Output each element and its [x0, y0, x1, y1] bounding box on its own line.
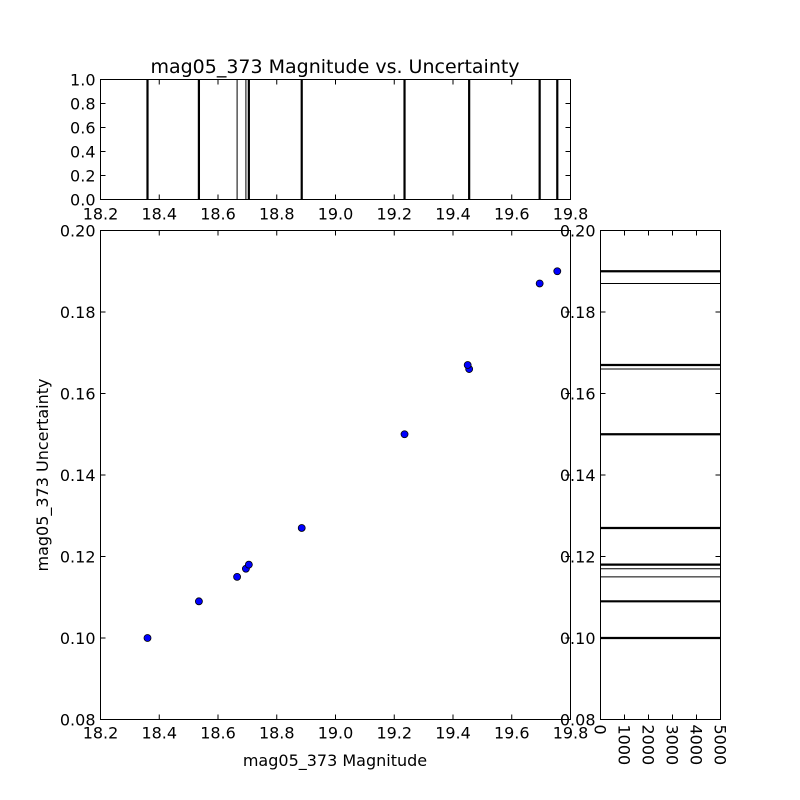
- top-x-tick-label: 18.8: [259, 205, 295, 224]
- top-x-tick-label: 18.4: [141, 205, 177, 224]
- right-y-tick-label: 0.16: [560, 385, 596, 404]
- right-x-tick-label: 0: [591, 725, 610, 735]
- right-x-tick-label: 4000: [687, 725, 706, 766]
- top-y-tick-label: 1.0: [70, 71, 95, 90]
- top-y-tick-label: 0.2: [70, 167, 95, 186]
- top-x-tick-label: 19.2: [376, 205, 412, 224]
- right-x-tick-label: 2000: [639, 725, 658, 766]
- right-y-tick-label: 0.18: [560, 303, 596, 322]
- top-y-tick-label: 0.4: [70, 143, 95, 162]
- right-histogram: 0.08 0.10 0.12 0.14 0.16 0.18 0.20 0 1000 2000 30…: [560, 222, 730, 766]
- x-tick-label: 19.6: [494, 724, 530, 743]
- y-tick-label: 0.08: [60, 711, 96, 730]
- top-x-tick-label: 19.4: [435, 205, 471, 224]
- top-x-tick-label: 19.0: [318, 205, 354, 224]
- right-x-tick-label: 3000: [663, 725, 682, 766]
- scatter-point-1: [195, 597, 203, 606]
- scatter-point-10: [553, 267, 562, 276]
- y-tick-label: 0.14: [60, 466, 96, 485]
- top-x-tick-label: 18.2: [83, 205, 119, 224]
- right-x-tick-label: 5000: [711, 725, 730, 766]
- x-tick-label: 19.0: [318, 724, 354, 743]
- top-y-tick-label: 0.8: [70, 95, 95, 114]
- x-tick-label: 19.8: [553, 724, 589, 743]
- right-y-tick-label: 0.20: [560, 222, 596, 241]
- right-y-tick-label: 0.10: [560, 629, 596, 648]
- x-tick-label: 18.4: [141, 724, 177, 743]
- top-x-tick-label: 19.8: [553, 205, 589, 224]
- y-axis-title: mag05_373 Uncertainty: [33, 378, 53, 571]
- x-tick-label: 19.2: [376, 724, 412, 743]
- x-axis-title: mag05_373 Magnitude: [243, 751, 427, 771]
- x-tick-label: 18.8: [259, 724, 295, 743]
- top-x-tick-label: 19.6: [494, 205, 530, 224]
- scatter-point-9: [535, 279, 544, 288]
- scatter-point-5: [297, 524, 306, 532]
- scatter-point-4: [244, 560, 253, 569]
- top-y-tick-label: 0.6: [70, 119, 95, 138]
- top-histogram: 0.0 0.2 0.4 0.6 0.8 1.0 18.2 18.4 18.6 18.8 19.0 1…: [70, 71, 588, 224]
- top-y-tick-label: 0.0: [70, 191, 95, 210]
- right-y-tick-label: 0.12: [560, 548, 596, 567]
- y-tick-label: 0.10: [60, 629, 96, 648]
- chart-title: mag05_373 Magnitude vs. Uncertainty: [150, 56, 519, 78]
- x-tick-label: 18.2: [83, 724, 119, 743]
- right-y-tick-label: 0.08: [560, 711, 596, 730]
- scatter-point-0: [143, 634, 152, 642]
- y-tick-label: 0.20: [60, 222, 96, 241]
- scatter-panel: 18.2 18.4 18.6 18.8 19.0 19.2 19.4 19.6 19.8 0.0…: [33, 222, 588, 772]
- scatter-point-6: [400, 430, 409, 439]
- right-y-tick-label: 0.14: [560, 466, 596, 485]
- y-tick-label: 0.16: [60, 385, 96, 404]
- scatter-point-8: [463, 361, 472, 369]
- x-tick-label: 19.4: [435, 724, 471, 743]
- y-tick-label: 0.18: [60, 303, 96, 322]
- right-x-tick-label: 1000: [615, 725, 634, 766]
- y-tick-label: 0.12: [60, 548, 96, 567]
- top-x-tick-label: 18.6: [200, 205, 236, 224]
- scatter-point-2: [233, 572, 241, 581]
- x-tick-label: 18.6: [200, 724, 236, 743]
